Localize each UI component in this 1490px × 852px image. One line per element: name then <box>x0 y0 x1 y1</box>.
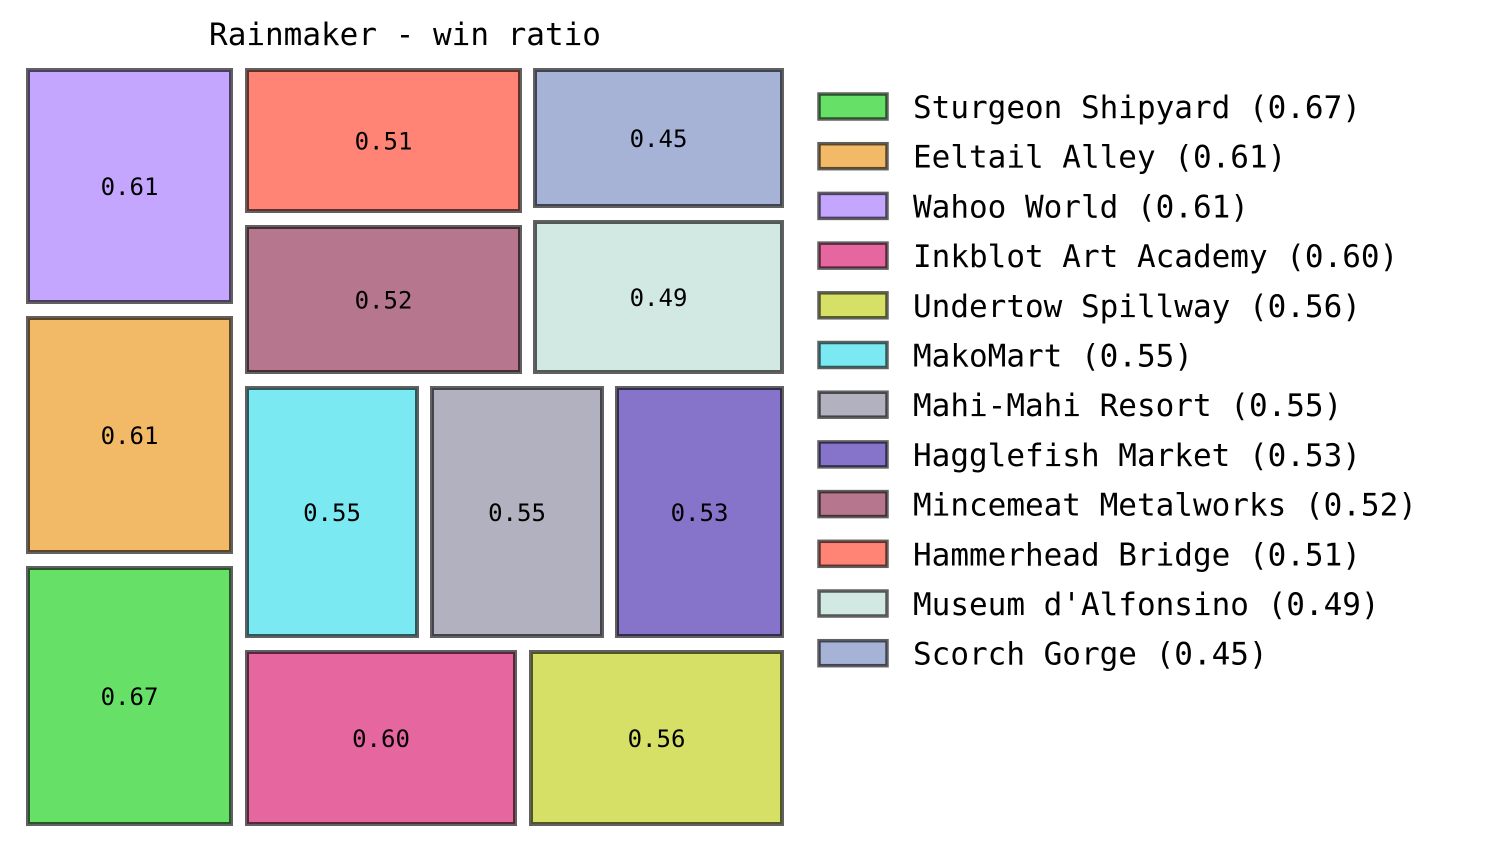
legend-swatch-wahoo-world <box>817 191 889 221</box>
legend-entry-makomart: MakoMart (0.55) <box>817 339 1193 375</box>
legend-label-undertow-spillway: Undertow Spillway (0.56) <box>913 289 1361 325</box>
tile-label-sturgeon-shipyard: 0.67 <box>101 683 159 711</box>
tile-label-hagglefish-market: 0.53 <box>671 499 729 527</box>
legend-swatch-sturgeon-shipyard <box>817 92 889 121</box>
tile-hammerhead-bridge <box>245 68 522 213</box>
legend-swatch-undertow-spillway <box>817 291 889 320</box>
legend-entry-eeltail-alley: Eeltail Alley (0.61) <box>817 140 1286 176</box>
legend-swatch-mahi-mahi-resort <box>817 390 889 419</box>
legend-label-hammerhead-bridge: Hammerhead Bridge (0.51) <box>913 537 1361 573</box>
legend-swatch-hammerhead-bridge <box>817 539 889 569</box>
legend-label-eeltail-alley: Eeltail Alley (0.61) <box>913 140 1286 176</box>
tile-label-mahi-mahi-resort: 0.55 <box>488 499 546 527</box>
legend: Sturgeon Shipyard (0.67) Eeltail Alley (0… <box>817 90 1417 673</box>
legend-label-makomart: MakoMart (0.55) <box>913 339 1193 375</box>
tile-undertow-spillway <box>529 650 784 826</box>
tile-scorch-gorge <box>533 68 784 208</box>
chart-title: Rainmaker - win ratio <box>209 17 601 53</box>
legend-entry-museum-d-alfonsino: Museum d'Alfonsino (0.49) <box>817 587 1380 623</box>
legend-label-mahi-mahi-resort: Mahi-Mahi Resort (0.55) <box>913 388 1342 424</box>
tile-label-makomart: 0.55 <box>303 499 361 527</box>
tile-label-mincemeat-metalworks: 0.52 <box>355 287 413 315</box>
legend-entry-scorch-gorge: Scorch Gorge (0.45) <box>817 637 1268 673</box>
legend-swatch-hagglefish-market <box>817 440 889 469</box>
legend-entry-hagglefish-market: Hagglefish Market (0.53) <box>817 438 1361 474</box>
tile-mahi-mahi-resort <box>430 386 604 638</box>
legend-entry-wahoo-world: Wahoo World (0.61) <box>817 189 1249 225</box>
legend-entry-sturgeon-shipyard: Sturgeon Shipyard (0.67) <box>817 90 1361 126</box>
tile-label-eeltail-alley: 0.61 <box>101 422 159 450</box>
legend-label-museum-d-alfonsino: Museum d'Alfonsino (0.49) <box>913 587 1380 623</box>
tile-museum-d-alfonsino <box>533 220 784 374</box>
tile-makomart <box>245 386 419 638</box>
legend-label-inkblot-art-academy: Inkblot Art Academy (0.60) <box>913 239 1398 275</box>
legend-label-wahoo-world: Wahoo World (0.61) <box>913 189 1249 225</box>
legend-swatch-eeltail-alley <box>817 141 889 171</box>
legend-entry-hammerhead-bridge: Hammerhead Bridge (0.51) <box>817 537 1361 573</box>
tile-eeltail-alley <box>26 316 233 554</box>
legend-label-sturgeon-shipyard: Sturgeon Shipyard (0.67) <box>913 90 1361 126</box>
tile-label-wahoo-world: 0.61 <box>101 173 159 201</box>
legend-entry-undertow-spillway: Undertow Spillway (0.56) <box>817 289 1361 325</box>
legend-label-mincemeat-metalworks: Mincemeat Metalworks (0.52) <box>913 488 1417 524</box>
tile-mincemeat-metalworks <box>245 225 522 374</box>
legend-label-scorch-gorge: Scorch Gorge (0.45) <box>913 637 1268 673</box>
treemap-tiles: 0.67 0.61 0.61 0.60 0.56 0.55 0.55 0.53 0.52 0.51… <box>26 68 784 826</box>
tile-sturgeon-shipyard <box>26 566 233 826</box>
legend-label-hagglefish-market: Hagglefish Market (0.53) <box>913 438 1361 474</box>
tile-wahoo-world <box>26 68 233 304</box>
legend-swatch-makomart <box>817 340 889 370</box>
tile-label-inkblot-art-academy: 0.60 <box>352 725 410 753</box>
legend-entry-mincemeat-metalworks: Mincemeat Metalworks (0.52) <box>817 488 1417 524</box>
legend-entry-mahi-mahi-resort: Mahi-Mahi Resort (0.55) <box>817 388 1342 424</box>
legend-swatch-scorch-gorge <box>817 638 889 668</box>
legend-swatch-mincemeat-metalworks <box>817 489 889 519</box>
tile-inkblot-art-academy <box>245 650 517 826</box>
legend-swatch-museum-d-alfonsino <box>817 589 889 618</box>
tile-label-scorch-gorge: 0.45 <box>630 125 688 153</box>
legend-swatch-inkblot-art-academy <box>817 241 889 270</box>
tile-label-museum-d-alfonsino: 0.49 <box>630 284 688 312</box>
legend-entry-inkblot-art-academy: Inkblot Art Academy (0.60) <box>817 239 1398 275</box>
tile-label-hammerhead-bridge: 0.51 <box>355 128 413 156</box>
tile-hagglefish-market <box>615 386 784 638</box>
tile-label-undertow-spillway: 0.56 <box>628 725 686 753</box>
